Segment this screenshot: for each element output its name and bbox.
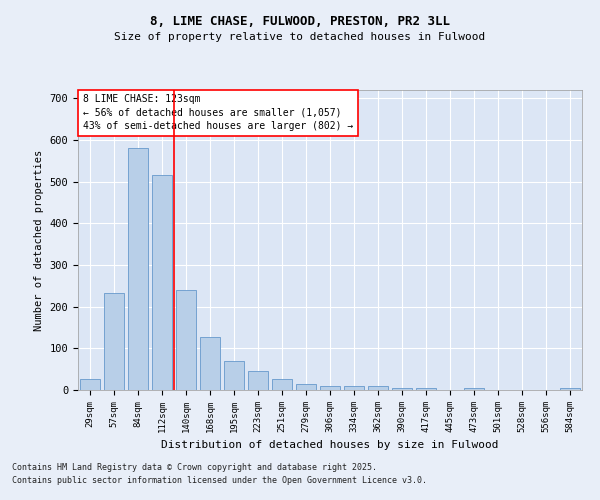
Text: Contains HM Land Registry data © Crown copyright and database right 2025.: Contains HM Land Registry data © Crown c… — [12, 464, 377, 472]
Text: 8 LIME CHASE: 123sqm
← 56% of detached houses are smaller (1,057)
43% of semi-de: 8 LIME CHASE: 123sqm ← 56% of detached h… — [83, 94, 353, 131]
Bar — [464, 388, 484, 390]
Bar — [104, 292, 124, 390]
Text: Contains public sector information licensed under the Open Government Licence v3: Contains public sector information licen… — [12, 476, 427, 485]
Bar — [272, 379, 292, 390]
Bar — [176, 290, 196, 390]
Bar — [80, 379, 100, 390]
Bar — [224, 361, 244, 390]
Bar — [128, 148, 148, 390]
Bar — [368, 386, 388, 390]
Bar — [560, 388, 580, 390]
Bar — [248, 371, 268, 390]
Bar — [200, 337, 220, 390]
Bar — [416, 388, 436, 390]
Bar — [296, 384, 316, 390]
Bar — [344, 386, 364, 390]
Y-axis label: Number of detached properties: Number of detached properties — [34, 150, 44, 330]
X-axis label: Distribution of detached houses by size in Fulwood: Distribution of detached houses by size … — [161, 440, 499, 450]
Text: Size of property relative to detached houses in Fulwood: Size of property relative to detached ho… — [115, 32, 485, 42]
Bar — [152, 176, 172, 390]
Bar — [320, 386, 340, 390]
Bar — [392, 388, 412, 390]
Text: 8, LIME CHASE, FULWOOD, PRESTON, PR2 3LL: 8, LIME CHASE, FULWOOD, PRESTON, PR2 3LL — [150, 15, 450, 28]
